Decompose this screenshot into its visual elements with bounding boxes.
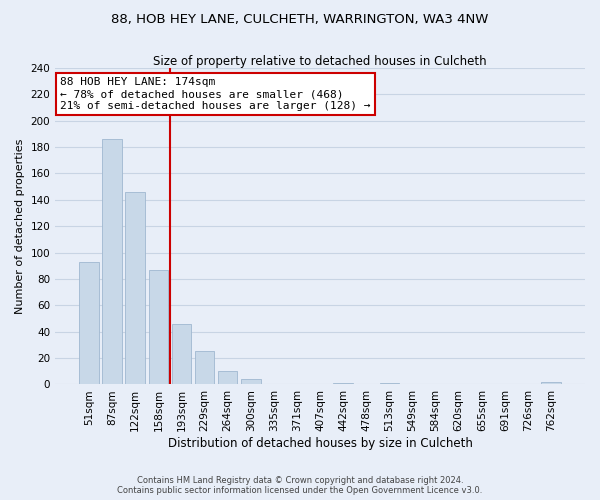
Bar [218,372,238,384]
Bar [103,139,122,384]
Text: Contains HM Land Registry data © Crown copyright and database right 2024.
Contai: Contains HM Land Registry data © Crown c… [118,476,482,495]
Bar [541,382,561,384]
Bar [125,192,145,384]
Y-axis label: Number of detached properties: Number of detached properties [15,138,25,314]
Bar [241,379,260,384]
Bar [79,262,99,384]
Bar [195,352,214,384]
Bar [172,324,191,384]
Bar [149,270,168,384]
Text: 88 HOB HEY LANE: 174sqm
← 78% of detached houses are smaller (468)
21% of semi-d: 88 HOB HEY LANE: 174sqm ← 78% of detache… [61,78,371,110]
Bar [380,383,399,384]
Bar [334,383,353,384]
Text: 88, HOB HEY LANE, CULCHETH, WARRINGTON, WA3 4NW: 88, HOB HEY LANE, CULCHETH, WARRINGTON, … [112,12,488,26]
X-axis label: Distribution of detached houses by size in Culcheth: Distribution of detached houses by size … [167,437,473,450]
Title: Size of property relative to detached houses in Culcheth: Size of property relative to detached ho… [153,55,487,68]
